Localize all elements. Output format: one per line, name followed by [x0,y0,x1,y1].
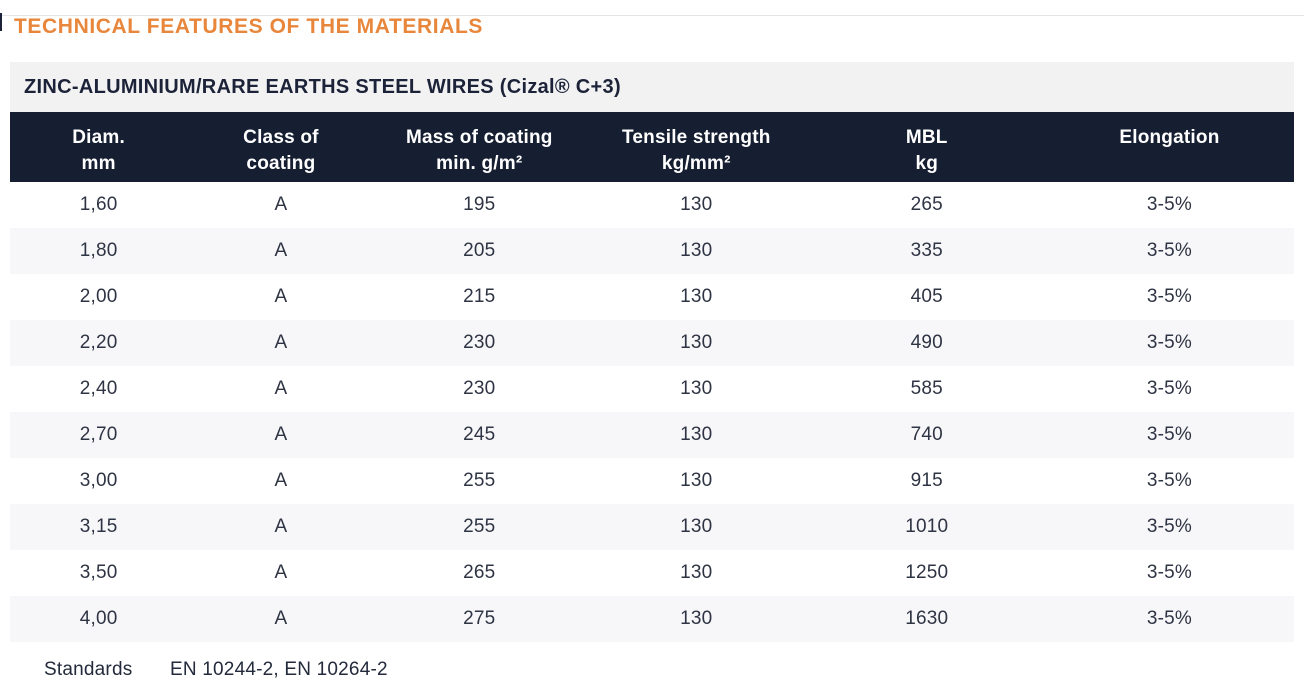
column-header-line1: MBL [905,127,948,148]
cell-coating-mass: 230 [463,332,496,353]
cell-coating-mass: 265 [463,562,496,583]
table-row: 3,00 A 255 130 915 3-5% [10,458,1294,504]
table-row: 4,00 A 275 130 1630 3-5% [10,596,1294,642]
column-header-line2: mm [81,153,116,174]
column-header-line1: Diam. [72,127,125,148]
cell-elongation: 3-5% [1146,608,1192,629]
column-header-line1: Mass of coating [405,127,553,148]
cell-coating-mass: 195 [463,194,496,215]
cell-diameter: 2,70 [79,424,118,445]
column-header: Class of coating [187,112,375,182]
cell-tensile-strength: 130 [680,286,713,307]
cell-mbl: 1010 [905,516,949,537]
cell-elongation: 3-5% [1146,286,1192,307]
cell-mbl: 490 [910,332,943,353]
column-header: Diam. mm [10,112,188,182]
cell-coating-class: A [274,332,288,353]
cell-tensile-strength: 130 [680,608,713,629]
cell-coating-class: A [274,516,288,537]
cell-coating-class: A [274,470,288,491]
cell-tensile-strength: 130 [680,194,713,215]
cell-mbl: 740 [910,424,943,445]
cell-tensile-strength: 130 [680,470,713,491]
cell-tensile-strength: 130 [680,332,713,353]
cell-diameter: 3,00 [79,470,118,491]
cell-tensile-strength: 130 [680,378,713,399]
standards-row: Standards EN 10244-2, EN 10264-2 [10,642,1294,697]
column-header-line1: Class of [243,127,319,148]
cell-coating-class: A [274,286,288,307]
cell-elongation: 3-5% [1146,332,1192,353]
table-header: Diam. mm Class of coating Mass of coatin… [10,112,1294,182]
column-header-line2: kg [915,153,939,174]
column-header-line2: coating [246,153,316,174]
cell-coating-mass: 230 [463,378,496,399]
column-header: Tensile strength kg/mm² [583,112,809,182]
cell-mbl: 265 [910,194,943,215]
cell-coating-mass: 255 [463,516,496,537]
cell-coating-mass: 275 [463,608,496,629]
table-body: 1,60 A 195 130 265 3-5% 1,80 A 205 130 3… [10,182,1294,642]
cell-diameter: 3,50 [79,562,118,583]
cell-diameter: 2,20 [79,332,118,353]
table-row: 3,50 A 265 130 1250 3-5% [10,550,1294,596]
cell-mbl: 1630 [905,608,949,629]
cell-coating-class: A [274,240,288,261]
cell-tensile-strength: 130 [680,240,713,261]
table-row: 1,80 A 205 130 335 3-5% [10,228,1294,274]
cell-elongation: 3-5% [1146,562,1192,583]
cell-coating-mass: 215 [463,286,496,307]
column-header: MBL kg [808,112,1045,182]
column-header: Mass of coating min. g/m² [374,112,584,182]
table-row: 2,70 A 245 130 740 3-5% [10,412,1294,458]
cell-elongation: 3-5% [1146,194,1192,215]
table-row: 1,60 A 195 130 265 3-5% [10,182,1294,228]
cell-mbl: 1250 [905,562,949,583]
cell-coating-class: A [274,378,288,399]
cell-mbl: 585 [910,378,943,399]
cell-coating-mass: 255 [463,470,496,491]
cell-tensile-strength: 130 [680,562,713,583]
cell-diameter: 3,15 [79,516,118,537]
cell-diameter: 1,80 [79,240,118,261]
cell-elongation: 3-5% [1146,240,1192,261]
column-header: Elongation [1044,112,1294,182]
column-header-line2: min. g/m² [436,153,523,174]
table-row: 3,15 A 255 130 1010 3-5% [10,504,1294,550]
cell-diameter: 4,00 [79,608,118,629]
table-row: 2,20 A 230 130 490 3-5% [10,320,1294,366]
cell-diameter: 2,40 [79,378,118,399]
cell-coating-class: A [274,562,288,583]
cell-elongation: 3-5% [1146,470,1192,491]
cell-mbl: 335 [910,240,943,261]
top-divider [0,15,1304,16]
cell-coating-mass: 245 [463,424,496,445]
cell-diameter: 1,60 [79,194,118,215]
standards-label: Standards [44,658,133,680]
left-edge-mark [0,13,2,31]
cell-elongation: 3-5% [1146,516,1192,537]
table-row: 2,00 A 215 130 405 3-5% [10,274,1294,320]
cell-mbl: 405 [910,286,943,307]
cell-elongation: 3-5% [1146,378,1192,399]
cell-coating-mass: 205 [463,240,496,261]
cell-tensile-strength: 130 [680,516,713,537]
column-header-line1: Tensile strength [621,127,771,148]
table-row: 2,40 A 230 130 585 3-5% [10,366,1294,412]
page-title: TECHNICAL FEATURES OF THE MATERIALS [14,15,483,38]
column-header-line1: Elongation [1119,127,1220,148]
table-header-row: Diam. mm Class of coating Mass of coatin… [10,112,1294,182]
column-header-line2: kg/mm² [661,153,731,174]
cell-elongation: 3-5% [1146,424,1192,445]
cell-mbl: 915 [910,470,943,491]
materials-table-section: ZINC-ALUMINIUM/RARE EARTHS STEEL WIRES (… [10,62,1294,697]
cell-tensile-strength: 130 [680,424,713,445]
materials-table: Diam. mm Class of coating Mass of coatin… [10,112,1294,642]
table-subtitle: ZINC-ALUMINIUM/RARE EARTHS STEEL WIRES (… [10,62,1294,112]
cell-coating-class: A [274,424,288,445]
cell-diameter: 2,00 [79,286,118,307]
cell-coating-class: A [274,194,288,215]
cell-coating-class: A [274,608,288,629]
standards-value: EN 10244-2, EN 10264-2 [170,658,388,680]
